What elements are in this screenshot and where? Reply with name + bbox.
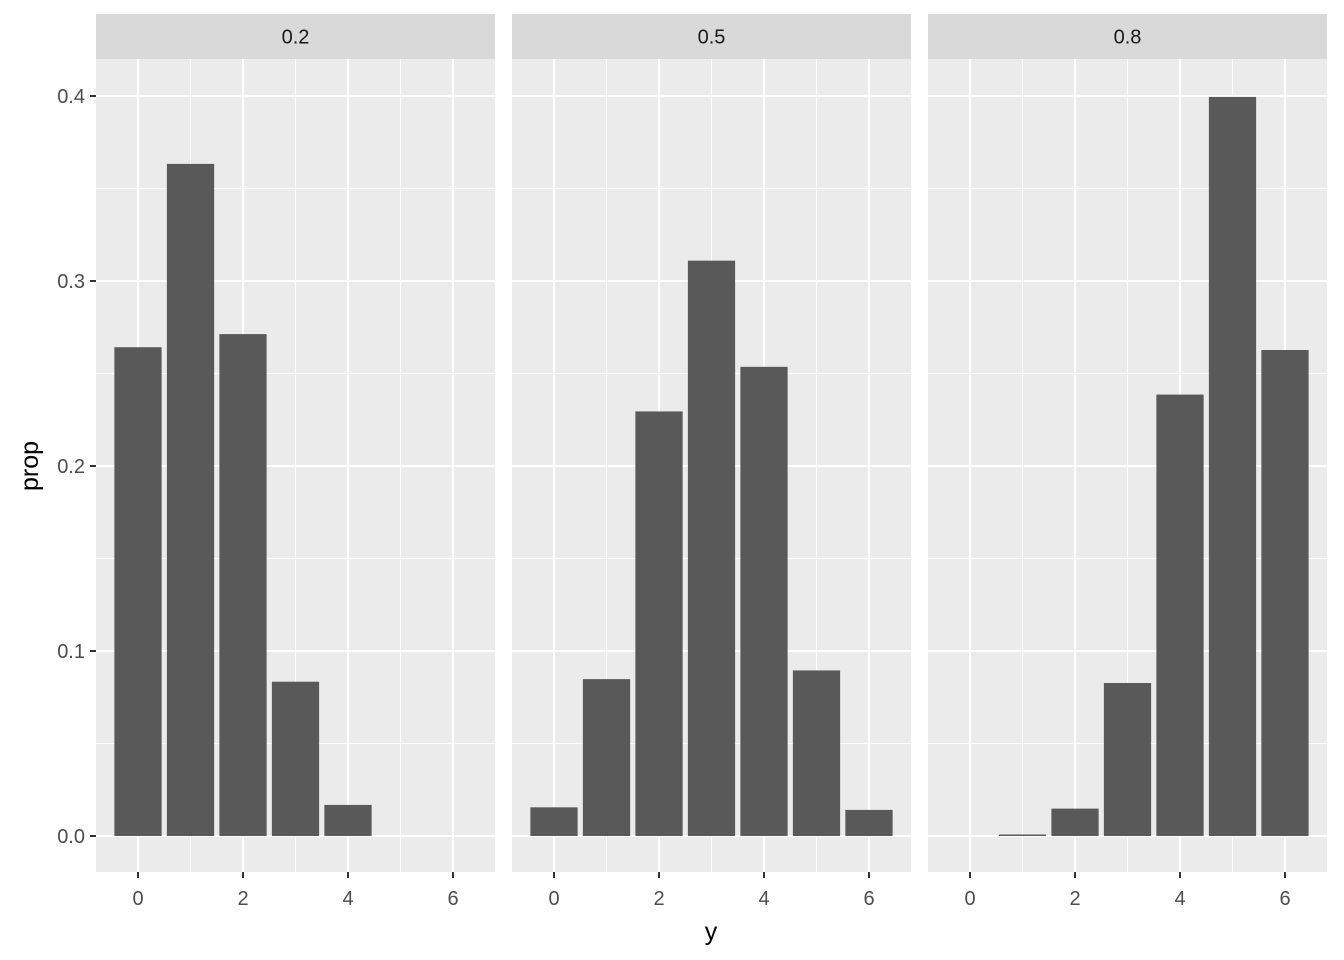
bar bbox=[219, 334, 267, 836]
bar bbox=[740, 366, 788, 836]
y-axis: 0.0 0.1 0.2 0.3 0.4 bbox=[57, 86, 96, 848]
facet-panel-0.5: 0.5 0 2 4 6 bbox=[512, 14, 911, 910]
bar bbox=[687, 260, 736, 836]
bar bbox=[1051, 808, 1099, 836]
x-tick-label: 0 bbox=[132, 888, 143, 910]
facet-panel-0.2: 0.2 0 2 4 6 bbox=[96, 14, 495, 910]
bar bbox=[1156, 394, 1204, 836]
bar bbox=[845, 809, 893, 836]
facet-strip bbox=[928, 14, 1327, 59]
x-tick-label: 6 bbox=[1279, 888, 1290, 910]
facet-strip bbox=[512, 14, 911, 59]
facet-strip-label: 0.5 bbox=[698, 27, 726, 49]
x-tick-label: 2 bbox=[653, 888, 664, 910]
bar bbox=[166, 163, 215, 836]
bar bbox=[635, 411, 683, 836]
x-tick-label: 6 bbox=[447, 888, 458, 910]
x-tick-label: 0 bbox=[548, 888, 559, 910]
x-tick-label: 4 bbox=[1174, 888, 1185, 910]
y-tick-label: 0.1 bbox=[57, 641, 85, 663]
facet-strip-label: 0.8 bbox=[1114, 27, 1142, 49]
bar bbox=[530, 807, 578, 836]
y-tick-label: 0.3 bbox=[57, 271, 85, 293]
bar bbox=[998, 834, 1047, 836]
facet-panel-0.8: 0.8 0 2 4 6 bbox=[928, 14, 1327, 910]
x-tick-label: 6 bbox=[863, 888, 874, 910]
y-tick-label: 0.2 bbox=[57, 456, 85, 478]
bar bbox=[114, 347, 162, 836]
x-tick-label: 4 bbox=[342, 888, 353, 910]
x-tick-label: 4 bbox=[758, 888, 769, 910]
x-tick-label: 0 bbox=[964, 888, 975, 910]
bar bbox=[582, 679, 631, 836]
bar bbox=[271, 681, 320, 836]
x-tick-label: 2 bbox=[237, 888, 248, 910]
bar bbox=[1208, 96, 1257, 837]
bar bbox=[1103, 683, 1152, 836]
bar bbox=[324, 804, 372, 836]
x-tick-label: 2 bbox=[1069, 888, 1080, 910]
facet-strip bbox=[96, 14, 495, 59]
y-tick-label: 0.4 bbox=[57, 86, 85, 108]
x-axis-title: y bbox=[705, 918, 718, 946]
bar bbox=[792, 670, 841, 836]
y-axis-title: prop bbox=[16, 441, 44, 491]
bar bbox=[1261, 350, 1309, 836]
facet-panels: 0.2 0 2 4 6 0.5 0 2 4 6 0.8 0 2 4 6 bbox=[96, 14, 1327, 910]
facet-strip-label: 0.2 bbox=[282, 27, 310, 49]
y-tick-label: 0.0 bbox=[57, 826, 85, 848]
